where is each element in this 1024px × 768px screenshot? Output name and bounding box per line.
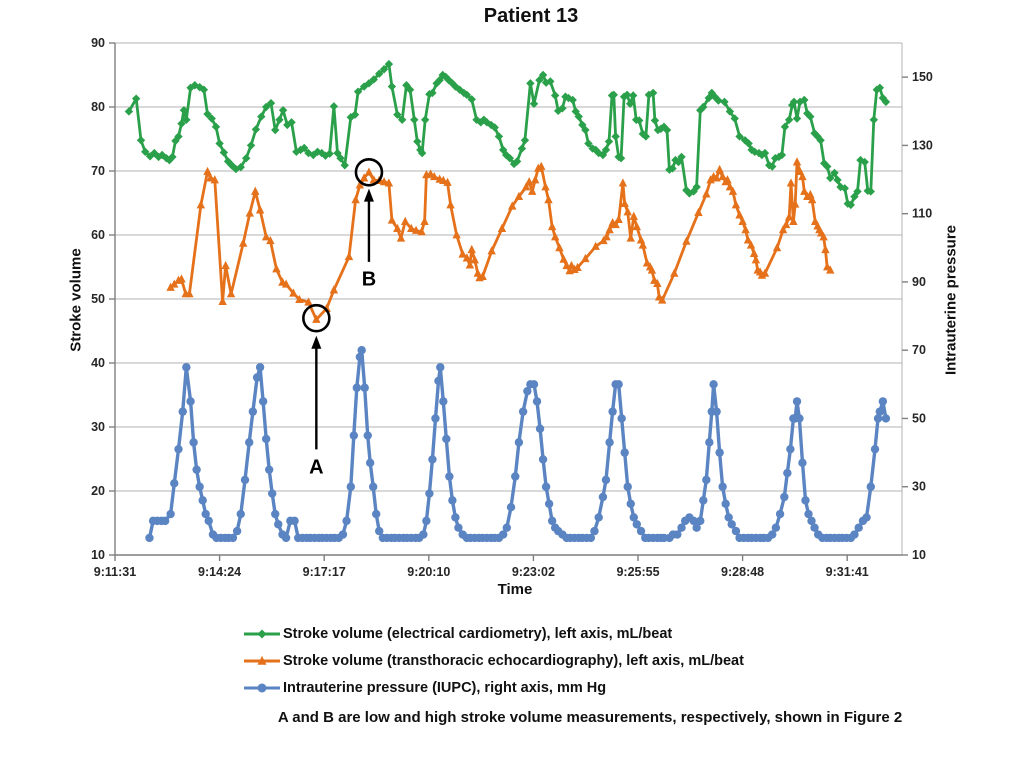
svg-text:9:17:17: 9:17:17 [303,565,346,579]
svg-text:50: 50 [912,411,926,425]
svg-text:10: 10 [91,548,105,562]
svg-text:9:14:24: 9:14:24 [198,565,241,579]
svg-text:150: 150 [912,70,933,84]
series-circle [145,346,891,543]
svg-text:A: A [309,457,323,479]
legend-label: Stroke volume (transthoracic echocardiog… [283,652,744,669]
x-axis-ticks: 9:11:31 9:14:24 9:17:17 9:20:10 9:23:02 9:25:… [94,555,869,579]
svg-text:9:20:10: 9:20:10 [407,565,450,579]
left-axis-title: Stroke volume [67,248,85,352]
svg-text:90: 90 [912,275,926,289]
svg-text:9:31:41: 9:31:41 [826,565,869,579]
legend-label: Stroke volume (electrical cardiometry), … [283,625,673,642]
svg-text:80: 80 [91,100,105,114]
chart-title: Patient 13 [483,5,579,27]
gridlines [115,106,902,492]
svg-text:70: 70 [91,164,105,178]
svg-text:70: 70 [912,343,926,357]
svg-text:9:28:48: 9:28:48 [721,565,764,579]
svg-text:30: 30 [912,480,926,494]
legend-swatch-diamond-icon [244,629,280,638]
svg-text:20: 20 [91,484,105,498]
annotation-A: A [302,303,331,479]
svg-text:90: 90 [91,36,105,50]
svg-text:130: 130 [912,138,933,152]
series-diamond [124,59,891,210]
figure-caption: A and B are low and high stroke volume m… [277,709,903,726]
svg-text:9:25:55: 9:25:55 [616,565,659,579]
legend-item-iupc: Intrauterine pressure (IUPC), right axis… [243,674,744,701]
left-axis-ticks: 10 20 30 40 50 60 70 80 90 [91,36,115,562]
svg-text:B: B [362,269,376,291]
series-triangle [166,157,835,323]
svg-text:30: 30 [91,420,105,434]
svg-text:9:11:31: 9:11:31 [94,565,136,579]
svg-text:60: 60 [91,228,105,242]
x-axis-title: Time [497,581,533,598]
svg-text:40: 40 [91,356,105,370]
legend-swatch-triangle-icon [244,655,280,665]
legend-swatch-circle-icon [244,683,280,692]
svg-text:50: 50 [91,292,105,306]
annotation-B: B [354,157,384,291]
right-axis-ticks: 10 30 50 70 90 110 130 150 [902,70,933,562]
legend-item-echocardiography: Stroke volume (transthoracic echocardiog… [243,647,744,674]
svg-text:110: 110 [912,207,932,221]
svg-text:9:23:02: 9:23:02 [512,565,555,579]
legend-item-electrical-cardiometry: Stroke volume (electrical cardiometry), … [243,620,744,647]
legend-label: Intrauterine pressure (IUPC), right axis… [283,679,607,696]
right-axis-title: Intrauterine pressure [942,224,960,376]
svg-text:10: 10 [912,548,926,562]
legend: Stroke volume (electrical cardiometry), … [243,620,744,701]
